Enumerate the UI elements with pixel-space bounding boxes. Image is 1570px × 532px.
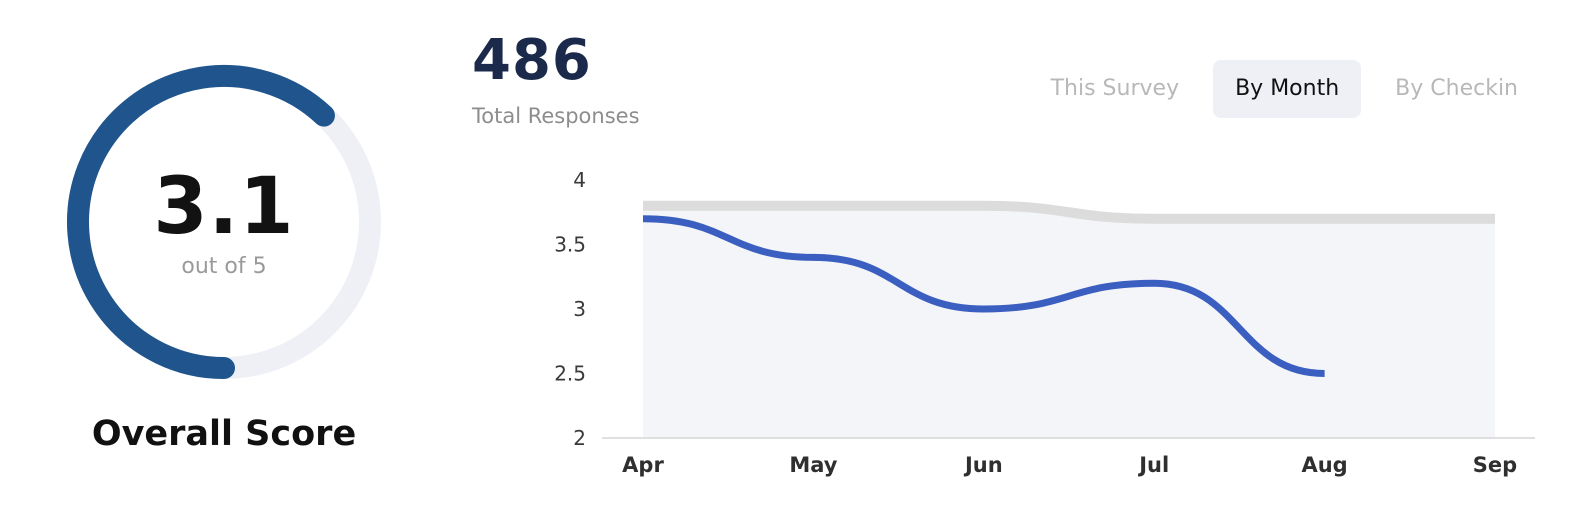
x-tick-label-apr: Apr	[622, 453, 664, 477]
total-responses-block: 486 Total Responses	[472, 28, 640, 128]
series-line-comparison	[643, 200, 1495, 224]
x-tick-label-sep: Sep	[1473, 453, 1517, 477]
score-gauge	[67, 65, 381, 379]
x-tick-label-may: May	[789, 453, 837, 477]
tab-this-survey[interactable]: This Survey	[1050, 76, 1180, 101]
series-line-score	[642, 215, 1325, 377]
tab-by-month[interactable]: By Month	[1213, 60, 1362, 118]
overall-score-label: Overall Score	[91, 414, 357, 454]
y-tick-label: 3	[573, 297, 586, 321]
score-out-of-label: out of 5	[181, 254, 267, 279]
overall-score-panel: 3.1 out of 5 Overall Score	[50, 40, 398, 500]
y-tick-label: 2.5	[554, 362, 586, 386]
gauge-progress-arc	[67, 65, 335, 379]
total-responses-label: Total Responses	[472, 104, 640, 128]
y-tick-label: 4	[573, 168, 586, 192]
view-toggle: This Survey By Month By Checkin	[1029, 60, 1540, 118]
y-tick-label: 2	[573, 426, 586, 450]
tab-by-checkin[interactable]: By Checkin	[1395, 76, 1518, 101]
score-value: 3.1	[153, 162, 295, 252]
x-tick-label-jun: Jun	[963, 453, 1003, 477]
chart-background-band	[643, 205, 1495, 438]
x-tick-label-jul: Jul	[1137, 453, 1169, 477]
y-tick-label: 3.5	[554, 233, 586, 257]
monthly-score-chart: 4 3.5 3 2.5 2 Apr May Jun Jul Aug Sep	[540, 160, 1540, 500]
x-tick-label-aug: Aug	[1301, 453, 1347, 477]
total-responses-value: 486	[472, 28, 592, 93]
line-chart: 4 3.5 3 2.5 2 Apr May Jun Jul Aug Sep	[554, 168, 1535, 477]
